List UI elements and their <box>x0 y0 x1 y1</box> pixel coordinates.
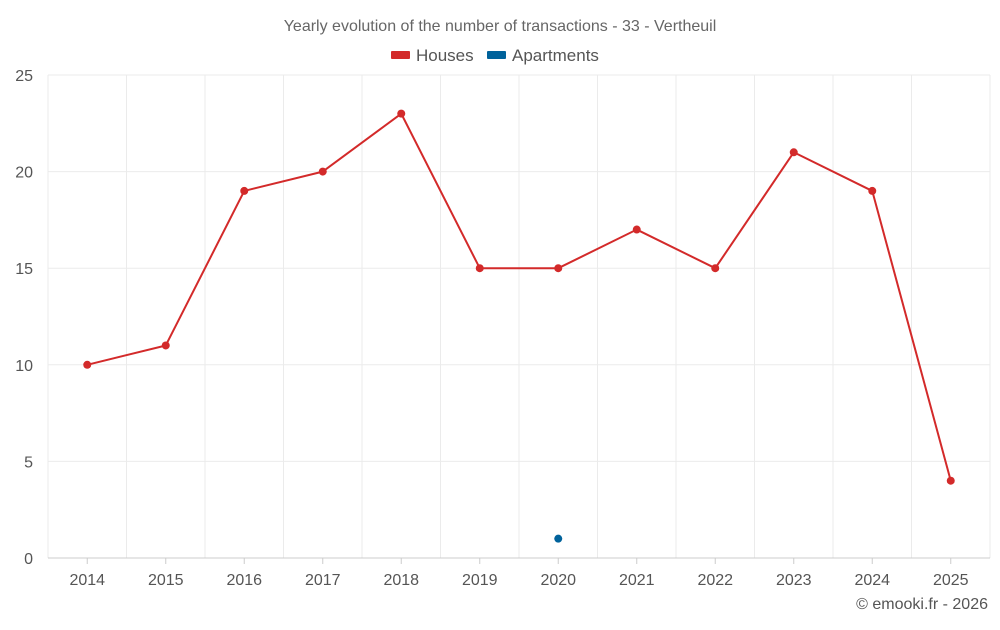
data-point-houses-2022[interactable] <box>711 264 720 273</box>
x-tick-label-2021: 2021 <box>619 572 655 589</box>
y-axis: 0 5 10 15 20 25 <box>15 68 33 568</box>
legend-swatch-apartments <box>487 51 506 59</box>
data-point-houses-2018[interactable] <box>397 109 406 118</box>
data-point-houses-2021[interactable] <box>632 225 641 234</box>
data-point-apartments-2020[interactable] <box>554 534 563 543</box>
data-point-houses-2025[interactable] <box>946 476 955 485</box>
y-tick-label-25: 25 <box>15 68 33 85</box>
series-line-houses <box>87 112 952 481</box>
y-tick-label-0: 0 <box>24 551 33 568</box>
legend-label-houses[interactable]: Houses <box>416 46 474 65</box>
series-houses <box>83 109 955 485</box>
y-tick-label-15: 15 <box>15 261 33 278</box>
chart-title: Yearly evolution of the number of transa… <box>284 18 717 35</box>
y-tick-label-5: 5 <box>24 454 33 471</box>
x-tick-label-2020: 2020 <box>540 572 576 589</box>
y-tick-label-10: 10 <box>15 358 33 375</box>
data-point-houses-2017[interactable] <box>318 167 327 176</box>
x-tick-label-2016: 2016 <box>226 572 262 589</box>
x-axis: 2014 2015 2016 2017 2018 2019 2020 2021 2022 2023… <box>48 557 990 589</box>
x-tick-label-2019: 2019 <box>462 572 498 589</box>
data-point-houses-2019[interactable] <box>475 264 484 273</box>
x-tick-label-2015: 2015 <box>148 572 184 589</box>
series-layer <box>83 109 955 543</box>
x-tick-label-2014: 2014 <box>69 572 105 589</box>
grid <box>47 74 991 558</box>
data-point-houses-2024[interactable] <box>868 186 877 195</box>
data-point-houses-2016[interactable] <box>240 186 249 195</box>
legend-swatch-houses <box>391 51 410 59</box>
legend: Houses Apartments <box>391 46 599 65</box>
x-tick-label-2025: 2025 <box>933 572 969 589</box>
data-point-houses-2020[interactable] <box>554 264 563 273</box>
x-tick-label-2018: 2018 <box>383 572 419 589</box>
data-point-houses-2015[interactable] <box>161 341 170 350</box>
data-point-houses-2023[interactable] <box>789 148 798 157</box>
data-point-houses-2014[interactable] <box>83 360 92 369</box>
x-tick-label-2017: 2017 <box>305 572 341 589</box>
legend-label-apartments[interactable]: Apartments <box>512 46 599 65</box>
x-tick-label-2022: 2022 <box>697 572 733 589</box>
series-apartments <box>554 534 563 543</box>
x-tick-label-2024: 2024 <box>854 572 890 589</box>
y-tick-label-20: 20 <box>15 165 33 182</box>
x-tick-label-2023: 2023 <box>776 572 812 589</box>
credit-text: © emooki.fr - 2026 <box>856 596 988 613</box>
